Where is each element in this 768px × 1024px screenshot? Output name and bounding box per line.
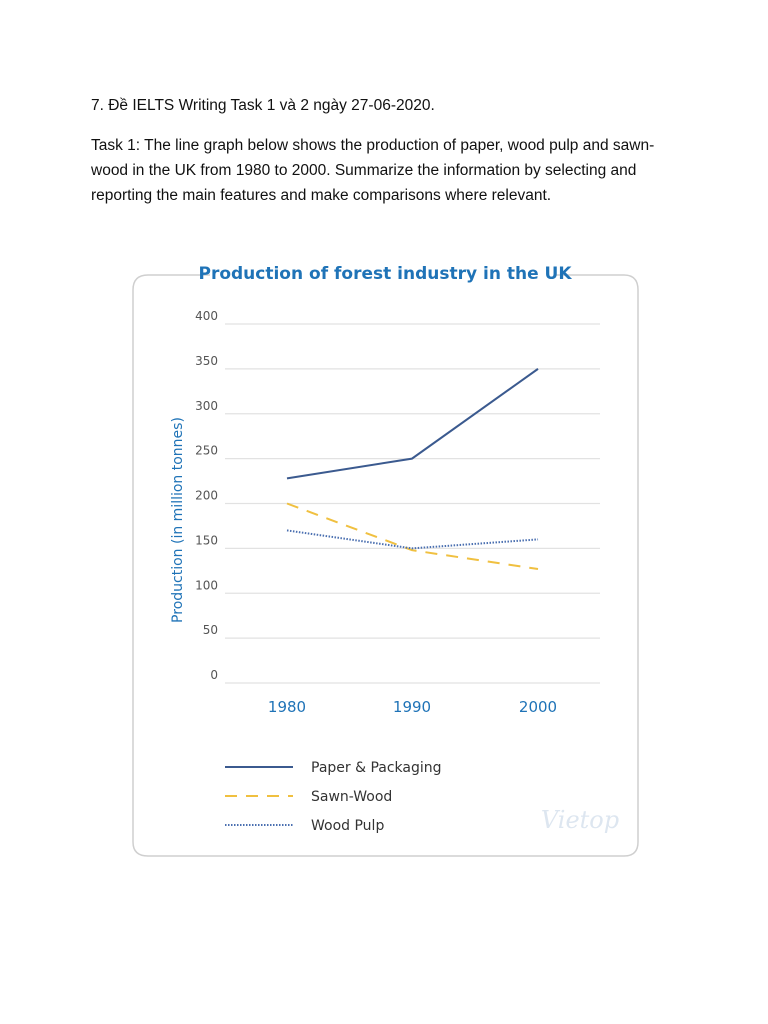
y-tick-label: 250	[195, 444, 218, 458]
chart-title: Production of forest industry in the UK	[198, 264, 572, 284]
y-tick-label: 50	[203, 623, 218, 637]
x-tick-label: 1990	[393, 698, 431, 716]
x-tick-label: 2000	[519, 698, 557, 716]
chart-frame	[132, 274, 639, 857]
y-tick-label: 350	[195, 354, 218, 368]
legend-label: Wood Pulp	[311, 818, 384, 834]
y-axis-label: Production (in million tonnes)	[170, 417, 186, 623]
task-description: Task 1: The line graph below shows the p…	[91, 137, 655, 204]
x-tick-label: 1980	[268, 698, 306, 716]
legend-label: Sawn-Wood	[311, 789, 392, 805]
document-heading: 7. Đề IELTS Writing Task 1 và 2 ngày 27-…	[91, 97, 435, 114]
series-line-sawn-wood	[286, 502, 539, 571]
y-tick-label: 200	[195, 489, 218, 503]
watermark-logo: Vietop	[541, 806, 619, 834]
series-line-wood-pulp	[286, 529, 539, 550]
y-tick-label: 400	[195, 309, 218, 323]
y-tick-label: 300	[195, 399, 218, 413]
y-tick-label: 100	[195, 578, 218, 592]
y-tick-label: 0	[210, 668, 218, 682]
legend-label: Paper & Packaging	[311, 760, 442, 776]
y-tick-label: 150	[195, 533, 218, 547]
series-line-paper-packaging	[286, 368, 539, 480]
